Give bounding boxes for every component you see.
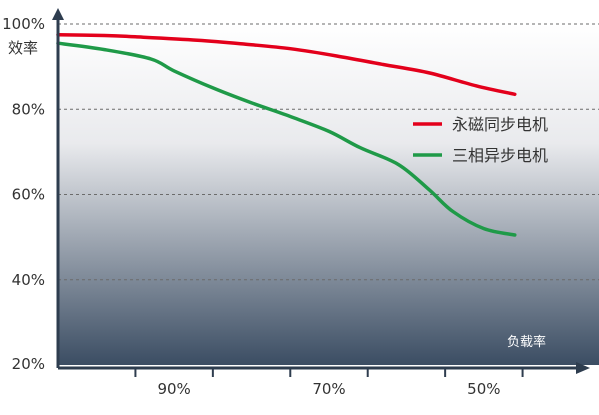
- series-line-1: [56, 32, 517, 97]
- legend-label: 永磁同步电机: [452, 115, 548, 134]
- x-axis-title: 负载率: [507, 334, 546, 350]
- series-line-2: [56, 41, 517, 237]
- y-axis-arrow: [52, 8, 64, 20]
- x-tick-labels: 90% 70% 50%: [134, 369, 524, 398]
- y-axis-title: 效率: [8, 39, 38, 57]
- y-tick-label: 40%: [12, 271, 45, 289]
- legend-label: 三相异步电机: [452, 146, 548, 165]
- series-lines: [56, 32, 517, 237]
- y-tick-label: 80%: [12, 100, 45, 118]
- y-tick-label: 20%: [12, 355, 45, 373]
- y-tick-label: 60%: [12, 186, 45, 204]
- x-tick-label: 70%: [312, 380, 345, 398]
- x-tick-label: 90%: [157, 380, 190, 398]
- x-axis-arrow: [576, 362, 590, 374]
- x-tick-label: 50%: [467, 380, 500, 398]
- y-tick-labels: 100% 80% 60% 40% 20%: [2, 15, 45, 373]
- axes: [52, 8, 590, 374]
- grid-lines: [58, 23, 599, 281]
- y-tick-label: 100%: [2, 15, 45, 33]
